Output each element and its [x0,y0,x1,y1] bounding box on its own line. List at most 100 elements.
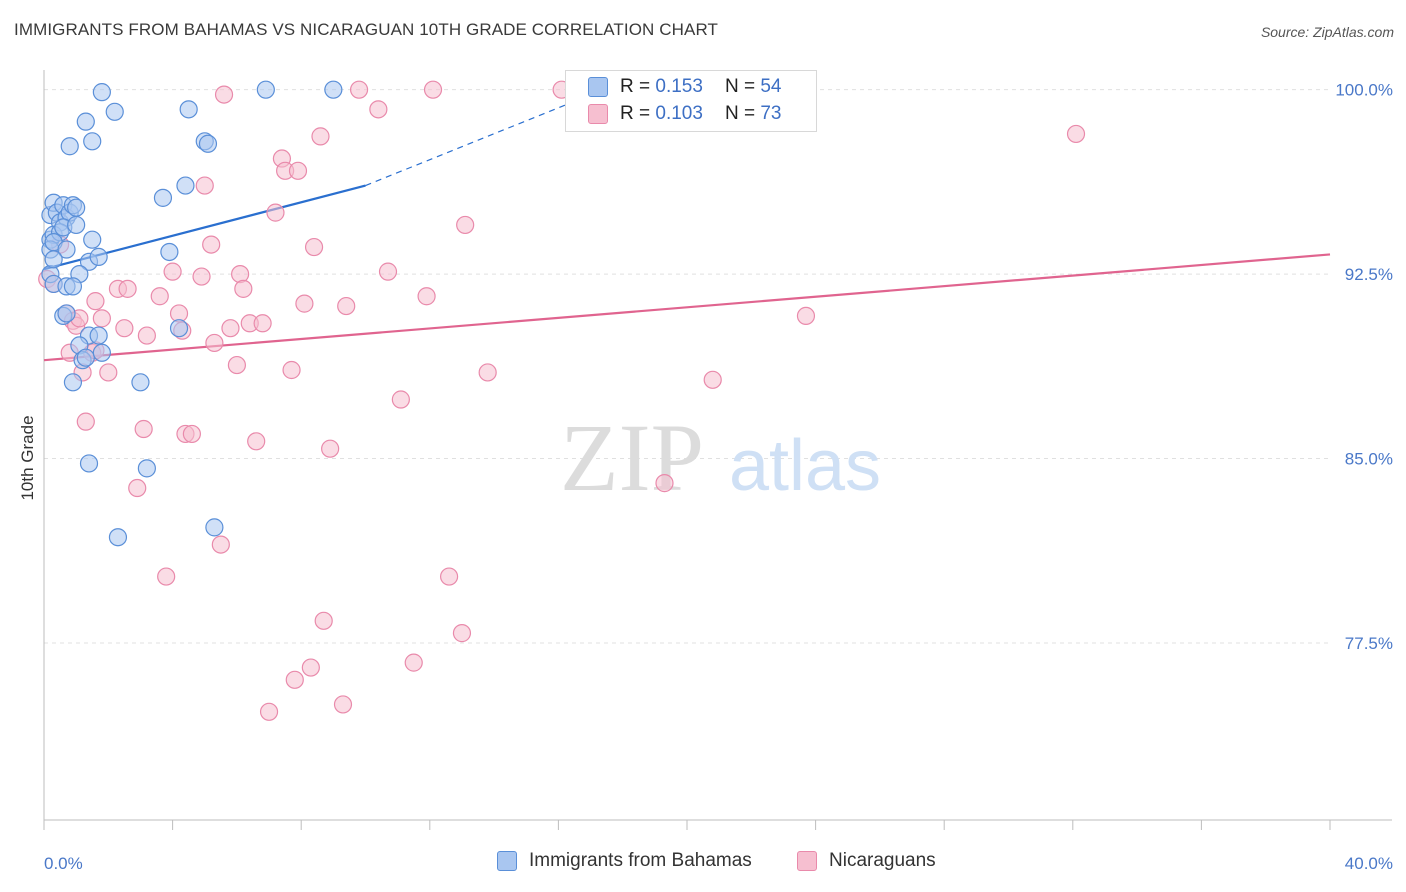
nicaraguans-point [423,80,443,99]
nicaraguans-trend-line [43,253,1331,362]
nicaraguans-point [349,80,369,99]
r-label: R = [620,103,651,124]
legend-label-nicaraguans: Nicaraguans [829,850,936,871]
bahamas-point [89,247,108,266]
nicaraguans-point [282,360,301,380]
nicaraguans-point [295,294,314,313]
x-tick-label: 0.0% [44,854,83,873]
nicaraguans-point [314,611,333,630]
nicaraguans-point [259,702,279,721]
y-tick-label: 100.0% [1335,81,1393,100]
bahamas-point [67,215,86,235]
points-layer [38,80,1086,721]
bahamas-legend-swatch [497,851,517,871]
bahamas-point [76,348,95,367]
bahamas-point [176,176,195,195]
nicaraguans-point [128,478,147,498]
nicaraguans-point [211,535,230,554]
bahamas-point [198,134,218,153]
nicaraguans-point [234,279,253,298]
nicaraguans-point [192,267,211,286]
n-label: N = [724,76,756,97]
chart-title: IMMIGRANTS FROM BAHAMAS VS NICARAGUAN 10… [14,20,718,39]
stats-legend-row-bahamas: R = 0.153 N = 54 [588,75,781,99]
nicaraguans-point [478,363,497,382]
bahamas-point [83,132,102,151]
nicaraguans-point [404,653,423,672]
bahamas-point [205,518,224,537]
axes-layer [43,70,1392,830]
n-value-bahamas: 54 [760,76,782,97]
nicaraguans-point [137,326,156,345]
nicaraguans-point [99,363,118,382]
bahamas-point [137,459,156,478]
nicaraguans-point [321,439,340,458]
nicaraguans-point [150,287,169,306]
nicaraguans-point [118,279,137,298]
bahamas-point [57,304,76,323]
nicaraguans-point [456,215,475,235]
x-tick-label: 40.0% [1345,854,1393,873]
y-axis-title: 10th Grade [18,415,37,500]
bahamas-point [60,137,79,156]
nicaraguans-point [1066,124,1086,144]
nicaraguans-point [253,314,272,333]
watermark: ZIP atlas [560,404,881,511]
nicaraguans-point [92,309,111,328]
watermark-zip: ZIP [560,404,704,511]
bahamas-point [89,326,108,345]
nicaraguans-point [796,306,816,326]
bahamas-point [169,319,189,338]
labels-layer: 100.0% 92.5% 85.0% 77.5% 0.0% 40.0% [44,81,1393,873]
nicaraguans-point [703,370,722,389]
bahamas-trend-extension [365,89,604,187]
nicaraguans-point [301,658,320,677]
nicaraguans-point [205,333,224,353]
nicaraguans-point [304,237,324,257]
bahamas-point [44,250,63,269]
y-tick-label: 85.0% [1345,450,1393,469]
stats-legend: R = 0.153 N = 54 R = 0.103 N = 73 [565,70,817,132]
bahamas-point [79,454,99,473]
n-value-nicaraguans: 73 [760,103,782,124]
r-value-nicaraguans: 0.103 [655,103,703,124]
nicaraguans-point [157,567,176,586]
nicaraguans-point [227,355,246,375]
source-credit: Source: ZipAtlas.com [1260,24,1394,40]
legend-item-nicaraguans[interactable]: Nicaraguans [797,850,936,872]
nicaraguans-point [163,262,182,281]
nicaraguans-point [182,424,201,444]
nicaraguans-point [221,319,240,338]
bahamas-point [92,343,111,362]
n-label: N = [724,103,756,124]
bahamas-point [57,240,76,259]
bahamas-point [131,373,150,392]
r-label: R = [620,76,651,97]
nicaraguans-point [333,695,353,714]
stats-legend-row-nicaraguans: R = 0.103 N = 73 [588,102,781,126]
nicaraguans-point [115,319,134,338]
nicaraguans-point [452,624,472,643]
bahamas-point [256,80,275,99]
nicaraguans-point [195,176,214,195]
y-tick-label: 92.5% [1345,265,1393,284]
r-value-bahamas: 0.153 [655,76,703,97]
bahamas-point [76,112,95,131]
nicaraguans-point [378,262,398,281]
nicaraguans-point [86,292,105,311]
nicaraguans-point [337,296,356,316]
watermark-atlas: atlas [729,426,881,506]
nicaraguans-point [311,127,330,146]
bahamas-point [63,373,83,392]
bahamas-point [63,277,83,296]
nicaraguans-point [655,474,674,493]
legend-item-bahamas[interactable]: Immigrants from Bahamas [497,850,752,872]
nicaraguans-legend-swatch [797,851,817,871]
bahamas-point [153,188,173,207]
bahamas-point [92,83,111,102]
nicaraguans-point [214,85,234,104]
nicaraguans-point [76,412,95,431]
nicaraguans-swatch [588,104,608,124]
bahamas-point [67,198,86,217]
